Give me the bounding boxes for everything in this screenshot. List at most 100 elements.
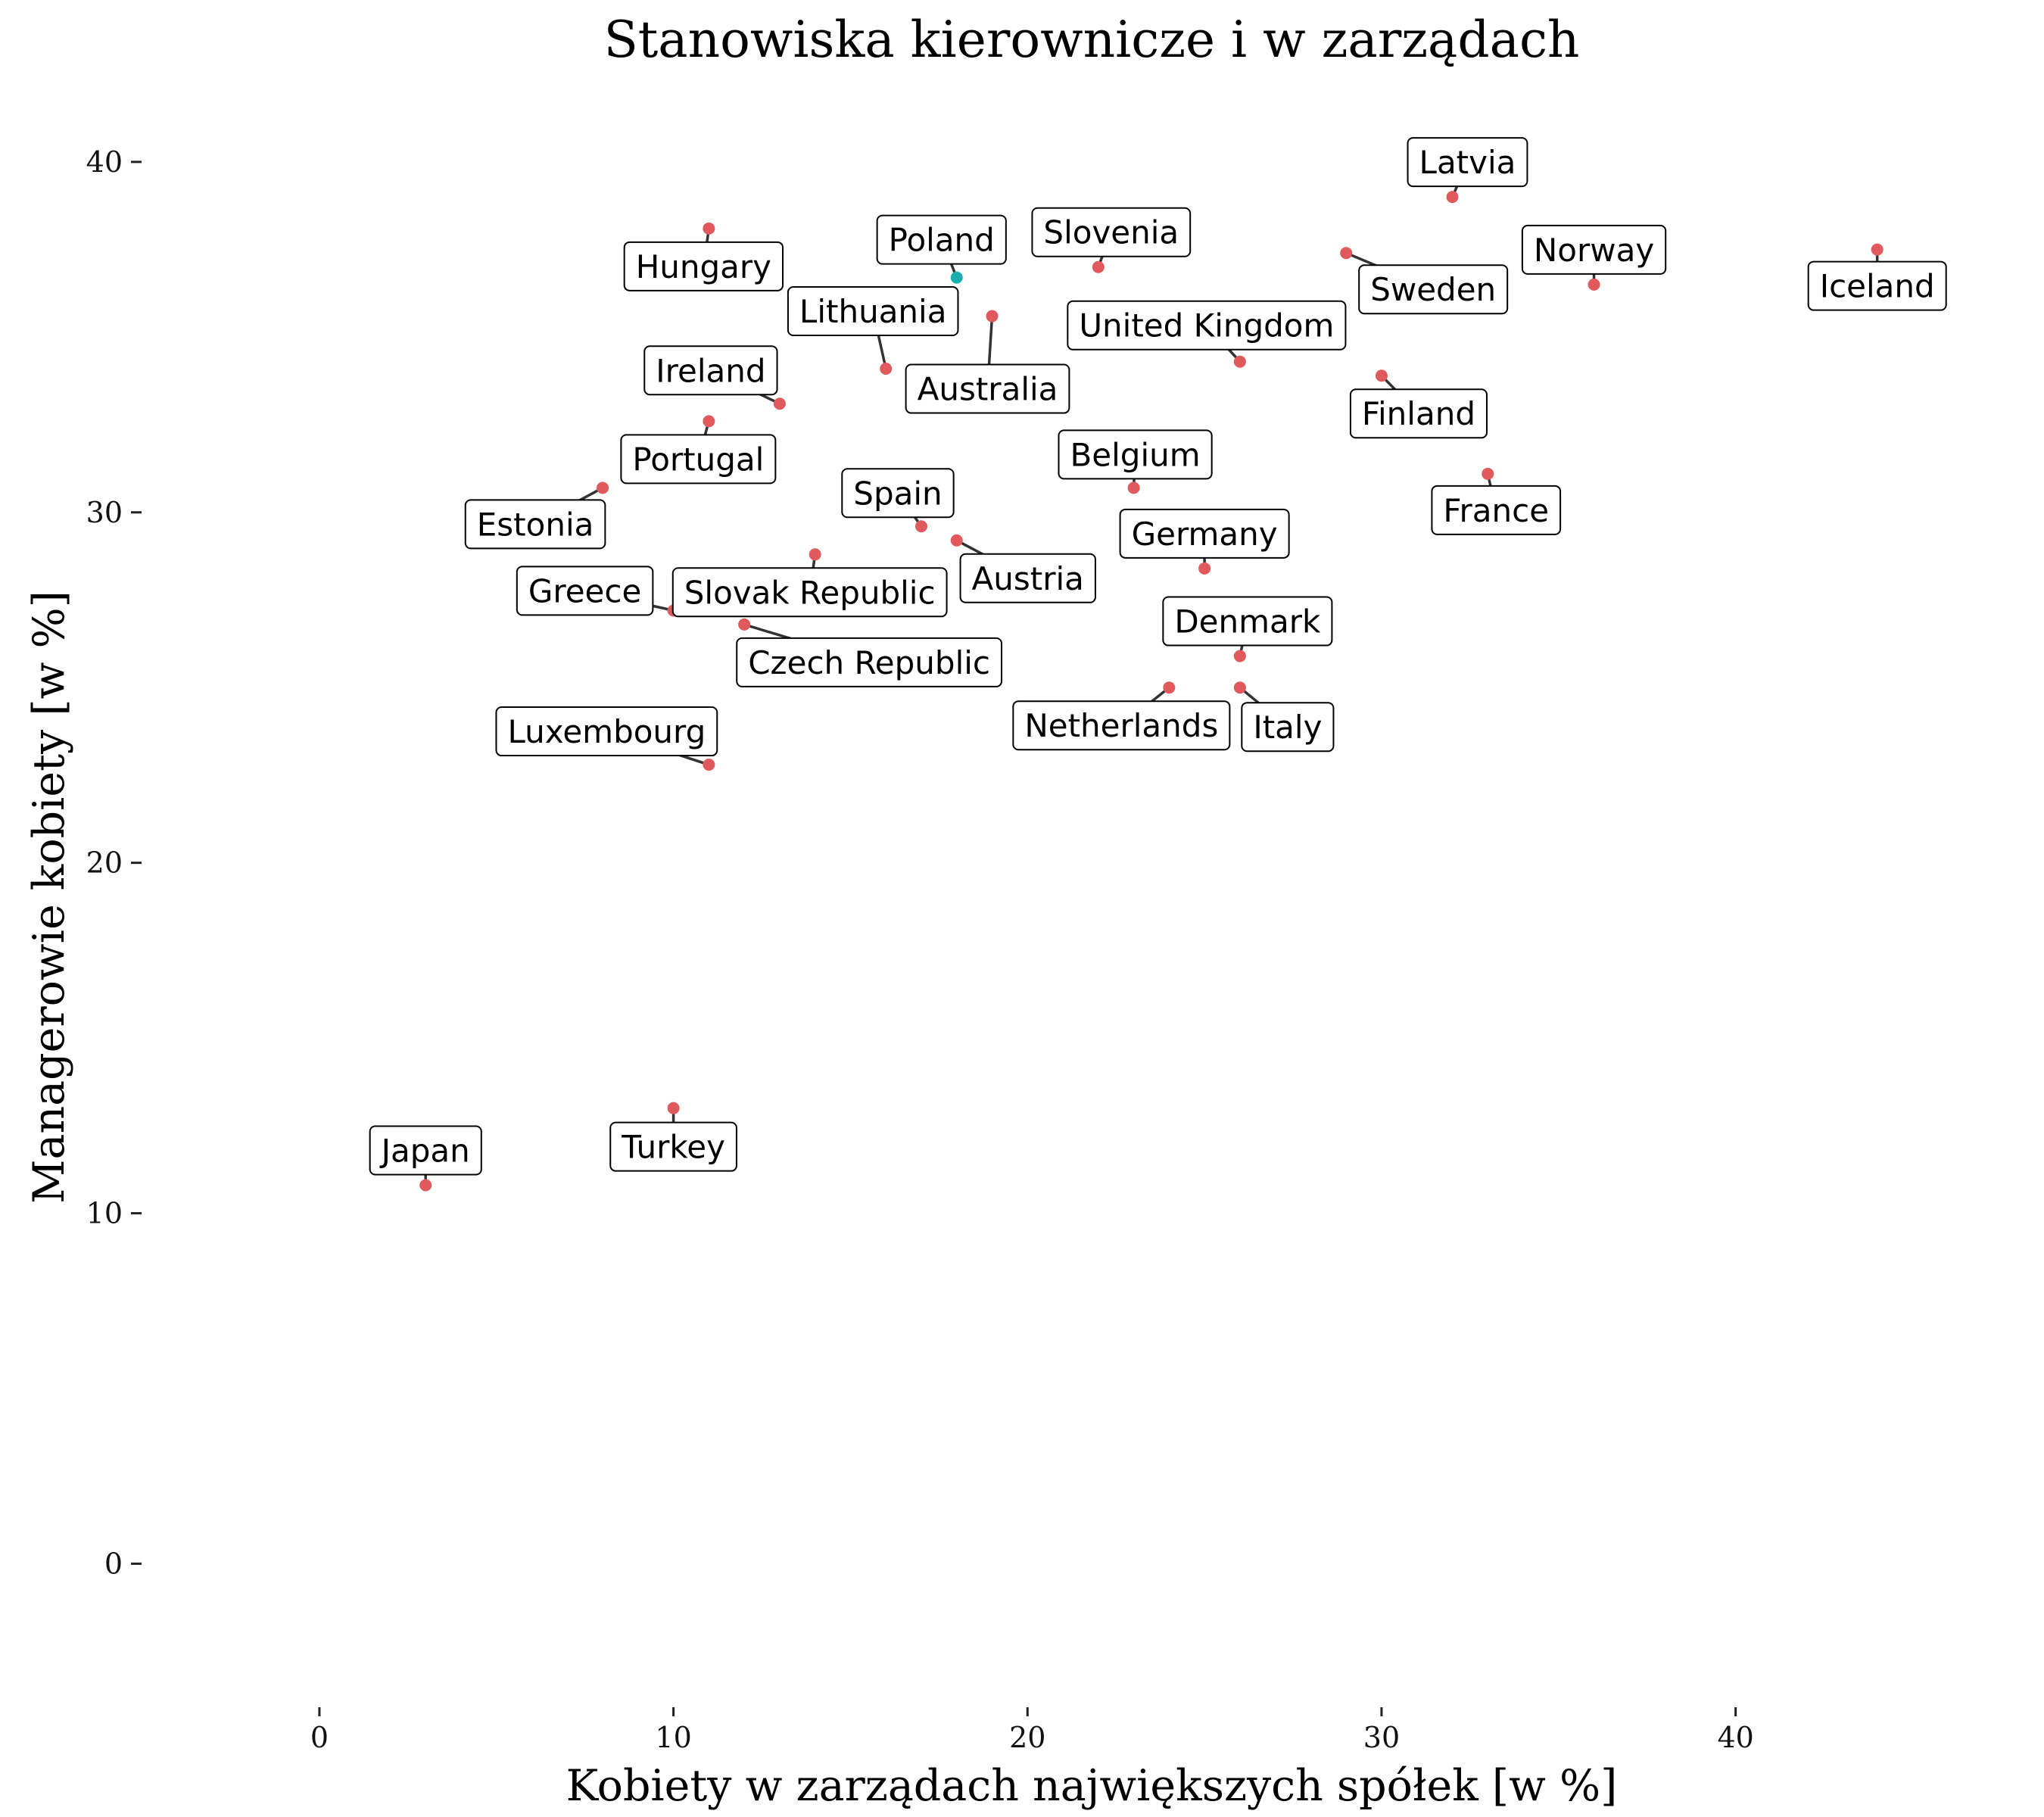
label-box-czech-republic bbox=[736, 637, 1003, 687]
point-portugal bbox=[703, 415, 715, 428]
point-denmark bbox=[1233, 650, 1246, 662]
label-box-lithuania bbox=[787, 285, 959, 336]
point-luxembourg bbox=[703, 759, 715, 771]
label-text-hungary: Hungary bbox=[636, 248, 771, 285]
label-box-japan bbox=[369, 1125, 482, 1176]
label-text-australia: Australia bbox=[918, 371, 1058, 408]
label-spain: Spain bbox=[841, 468, 955, 519]
y-axis-label: Managerowie kobiety [w %] bbox=[24, 591, 74, 1204]
label-box-netherlands bbox=[1012, 700, 1231, 751]
point-iceland bbox=[1871, 243, 1884, 256]
label-box-sweden bbox=[1358, 264, 1509, 315]
label-greece: Greece bbox=[516, 566, 654, 616]
label-lithuania: Lithuania bbox=[787, 285, 959, 336]
point-hungary bbox=[703, 222, 715, 235]
point-poland bbox=[950, 271, 963, 284]
label-text-france: France bbox=[1443, 492, 1549, 529]
x-tick-label-2: 20 bbox=[1009, 1721, 1045, 1754]
y-tick-label-2: 20 bbox=[86, 846, 123, 880]
label-box-latvia bbox=[1407, 137, 1528, 188]
label-text-estonia: Estonia bbox=[477, 506, 594, 543]
label-text-lithuania: Lithuania bbox=[799, 293, 947, 330]
point-netherlands bbox=[1163, 681, 1176, 694]
label-finland: Finland bbox=[1349, 388, 1488, 439]
point-turkey bbox=[667, 1102, 680, 1114]
label-slovenia: Slovenia bbox=[1031, 207, 1192, 257]
label-box-austria bbox=[959, 553, 1096, 603]
label-box-slovenia bbox=[1031, 207, 1192, 257]
label-box-hungary bbox=[623, 241, 784, 291]
point-finland bbox=[1375, 369, 1388, 382]
point-italy bbox=[1233, 681, 1246, 694]
label-luxembourg: Luxembourg bbox=[495, 706, 718, 757]
point-sweden bbox=[1340, 247, 1353, 260]
label-belgium: Belgium bbox=[1058, 429, 1213, 480]
label-slovak-republic: Slovak Republic bbox=[671, 567, 948, 618]
label-japan: Japan bbox=[369, 1125, 482, 1176]
label-italy: Italy bbox=[1241, 702, 1335, 753]
label-box-denmark bbox=[1162, 596, 1333, 647]
label-text-italy: Italy bbox=[1253, 709, 1322, 746]
label-box-united-kingdom bbox=[1067, 300, 1347, 351]
chart-title: Stanowiska kierownicze i w zarządach bbox=[604, 11, 1580, 69]
label-netherlands: Netherlands bbox=[1012, 700, 1231, 751]
label-text-united-kingdom: United Kingdom bbox=[1079, 307, 1334, 344]
label-box-iceland bbox=[1807, 260, 1947, 311]
point-united-kingdom bbox=[1233, 355, 1246, 368]
label-czech-republic: Czech Republic bbox=[736, 637, 1003, 687]
label-box-greece bbox=[516, 566, 654, 616]
x-tick-label-1: 10 bbox=[655, 1721, 691, 1754]
data-points bbox=[419, 191, 1884, 1192]
label-box-norway bbox=[1521, 224, 1667, 275]
label-box-spain bbox=[841, 468, 955, 519]
label-text-latvia: Latvia bbox=[1419, 144, 1516, 181]
point-norway bbox=[1588, 278, 1600, 291]
label-text-sweden: Sweden bbox=[1370, 271, 1496, 308]
point-labels: Latvia Hungary Poland Slovenia Sweden Norway I… bbox=[369, 137, 1947, 1176]
label-box-turkey bbox=[609, 1121, 737, 1172]
point-belgium bbox=[1127, 482, 1140, 494]
point-australia bbox=[986, 310, 999, 323]
axes: 0 10 20 30 40 0 10 20 30 40 bbox=[86, 145, 1754, 1754]
point-france bbox=[1482, 467, 1494, 480]
point-spain bbox=[915, 520, 927, 533]
label-text-belgium: Belgium bbox=[1070, 436, 1200, 473]
y-tick-label-0: 0 bbox=[104, 1547, 123, 1580]
label-text-slovak-republic: Slovak Republic bbox=[684, 574, 936, 611]
point-latvia bbox=[1446, 191, 1459, 204]
label-ireland: Ireland bbox=[643, 345, 778, 396]
label-box-ireland bbox=[643, 345, 778, 396]
label-text-turkey: Turkey bbox=[621, 1129, 725, 1166]
x-tick-label-4: 40 bbox=[1717, 1721, 1753, 1754]
label-text-austria: Austria bbox=[972, 560, 1084, 597]
x-tick-label-0: 0 bbox=[310, 1721, 329, 1754]
label-text-portugal: Portugal bbox=[632, 441, 764, 478]
point-estonia bbox=[597, 482, 609, 494]
label-hungary: Hungary bbox=[623, 241, 784, 291]
point-austria bbox=[950, 534, 963, 547]
label-box-estonia bbox=[464, 499, 606, 550]
label-sweden: Sweden bbox=[1358, 264, 1509, 315]
label-text-norway: Norway bbox=[1534, 232, 1654, 269]
label-iceland: Iceland bbox=[1807, 260, 1947, 311]
label-box-france bbox=[1431, 485, 1562, 535]
label-poland: Poland bbox=[876, 214, 1007, 265]
label-australia: Australia bbox=[905, 363, 1070, 414]
point-lithuania bbox=[880, 362, 893, 375]
label-text-ireland: Ireland bbox=[656, 352, 765, 389]
label-box-slovak-republic bbox=[671, 567, 948, 618]
label-germany: Germany bbox=[1119, 508, 1290, 559]
label-text-japan: Japan bbox=[379, 1133, 470, 1170]
label-text-slovenia: Slovenia bbox=[1043, 214, 1179, 251]
point-slovak-republic bbox=[809, 548, 821, 561]
label-france: France bbox=[1431, 485, 1562, 535]
label-text-greece: Greece bbox=[528, 572, 642, 609]
label-austria: Austria bbox=[959, 553, 1096, 603]
label-united-kingdom: United Kingdom bbox=[1067, 300, 1347, 351]
label-text-denmark: Denmark bbox=[1174, 603, 1321, 640]
label-text-czech-republic: Czech Republic bbox=[748, 644, 990, 681]
label-box-poland bbox=[876, 214, 1007, 265]
label-latvia: Latvia bbox=[1407, 137, 1528, 188]
label-text-luxembourg: Luxembourg bbox=[507, 713, 706, 750]
